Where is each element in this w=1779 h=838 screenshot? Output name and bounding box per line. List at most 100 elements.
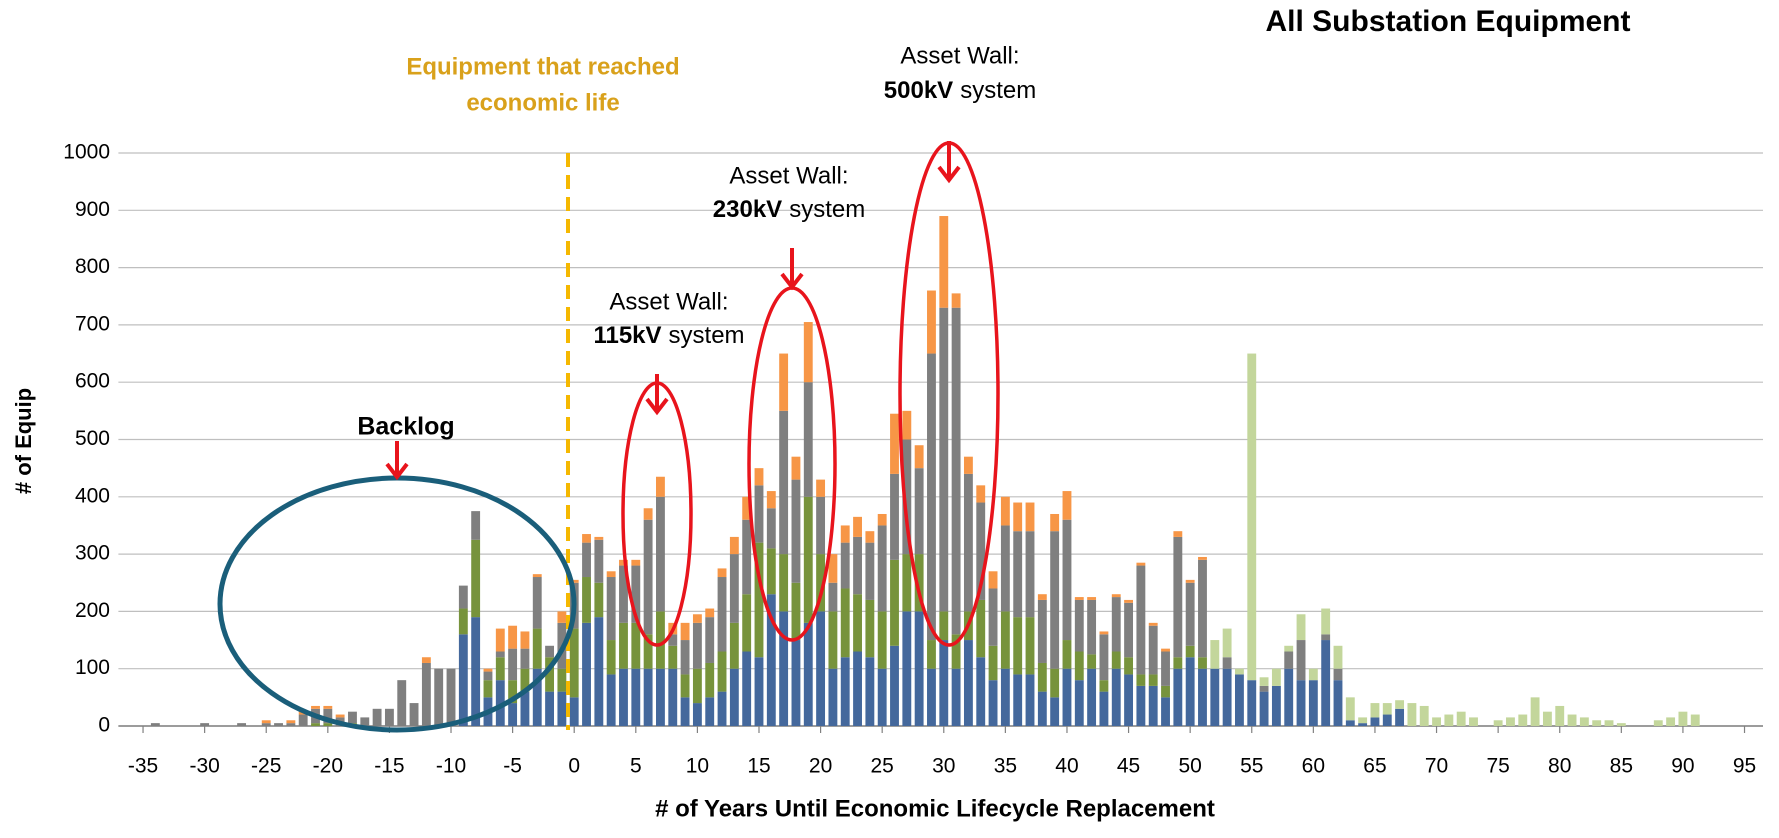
x-tick-label: -5 xyxy=(503,755,522,778)
bar-segment xyxy=(1271,668,1281,686)
bar-segment xyxy=(508,648,518,681)
bar-segment xyxy=(1321,608,1331,635)
bar-segment xyxy=(1395,700,1405,709)
bar-segment xyxy=(360,717,370,726)
bar-segment xyxy=(1136,685,1146,726)
bar-segment xyxy=(1493,720,1503,726)
bar-segment xyxy=(729,554,739,623)
bar-segment xyxy=(1136,562,1146,566)
bar-segment xyxy=(1210,640,1220,669)
arrow xyxy=(385,441,409,481)
bar-segment xyxy=(656,611,665,669)
bar-segment xyxy=(557,668,567,692)
bar-segment xyxy=(1037,691,1047,726)
bar-segment xyxy=(606,640,616,675)
bar-segment xyxy=(508,625,518,649)
bar-segment xyxy=(779,554,789,612)
bar-segment xyxy=(1124,599,1134,603)
bar-segment xyxy=(1124,602,1134,658)
bar-segment xyxy=(742,594,752,652)
bar-segment xyxy=(816,479,826,497)
bar-segment xyxy=(1666,717,1676,726)
x-tick-label: 30 xyxy=(932,755,955,778)
bar-segment xyxy=(1198,668,1207,726)
bar-segment xyxy=(483,671,493,681)
bar-segment xyxy=(631,565,641,623)
asset-wall-suffix: system xyxy=(960,77,1036,104)
asset-wall-kv: 230kV xyxy=(713,196,782,223)
bar-segment xyxy=(1604,720,1614,726)
bar-segment xyxy=(631,622,641,669)
bar-segment xyxy=(582,577,591,623)
bar-segment xyxy=(1567,714,1577,726)
bar-segment xyxy=(656,668,665,726)
bar-segment xyxy=(150,723,160,726)
bar-segment xyxy=(902,439,912,555)
bar-segment xyxy=(803,382,813,497)
bar-segment xyxy=(594,536,604,540)
arrow xyxy=(780,248,804,291)
bar-segment xyxy=(717,577,727,652)
bar-segment xyxy=(582,542,591,578)
asset-wall-title: Asset Wall: xyxy=(609,288,728,315)
x-tick-label: 70 xyxy=(1425,755,1448,778)
bar-segment xyxy=(1456,711,1466,726)
bar-segment xyxy=(1198,657,1207,669)
arrow xyxy=(937,141,961,184)
bar-segment xyxy=(471,539,481,618)
bar-segment xyxy=(914,445,924,469)
bar-segment xyxy=(311,723,320,726)
backlog-text: Backlog xyxy=(357,413,454,441)
bar-segment xyxy=(1333,645,1343,669)
x-tick-label: 55 xyxy=(1240,755,1263,778)
x-tick-label: 15 xyxy=(747,755,770,778)
bar-segment xyxy=(939,307,949,612)
bar-segment xyxy=(606,571,616,578)
economic-life-text: economic life xyxy=(466,89,619,116)
bar-segment xyxy=(754,485,764,543)
bar-segment xyxy=(742,651,752,726)
bar-segment xyxy=(1173,536,1183,658)
bar-segment xyxy=(1235,668,1244,675)
bar-segment xyxy=(1050,513,1060,532)
bar-segment xyxy=(865,657,875,726)
bar-segment xyxy=(853,651,862,726)
y-tick-label: 200 xyxy=(75,599,110,622)
bar-segment xyxy=(656,476,665,497)
bar-segment xyxy=(1087,597,1097,600)
bar-segment xyxy=(1222,668,1232,726)
bar-segment xyxy=(495,657,505,681)
bar-segment xyxy=(1161,651,1170,686)
bar-segment xyxy=(853,536,862,595)
bar-segment xyxy=(927,353,936,641)
bar-segment xyxy=(261,723,271,726)
bar-segment xyxy=(1087,668,1097,726)
bar-segment xyxy=(1653,720,1663,726)
bar-segment xyxy=(1333,668,1343,681)
bar-segment xyxy=(631,559,641,566)
bar-segment xyxy=(1284,668,1294,726)
bar-segment xyxy=(754,468,764,486)
bar-segment xyxy=(1148,674,1158,686)
bar-segment xyxy=(1518,714,1528,726)
bar-segment xyxy=(594,617,604,726)
bar-segment xyxy=(865,542,875,600)
bar-segment xyxy=(927,290,936,354)
bar-segment xyxy=(1037,594,1047,600)
bar-segment xyxy=(323,705,333,709)
bar-segment xyxy=(853,594,862,652)
bar-segment xyxy=(1296,680,1306,726)
bar-segment xyxy=(1062,519,1072,641)
x-tick-label: -30 xyxy=(189,755,219,778)
bar-segment xyxy=(1284,645,1294,652)
bar-segment xyxy=(914,554,924,612)
bar-segment xyxy=(890,645,899,726)
bar-segment xyxy=(335,714,345,718)
bar-segment xyxy=(594,582,604,618)
y-tick-label: 600 xyxy=(75,370,110,393)
bar-segment xyxy=(939,216,949,308)
bar-segment xyxy=(1185,579,1195,583)
bar-segment xyxy=(323,708,333,724)
bar-segment xyxy=(865,531,875,543)
